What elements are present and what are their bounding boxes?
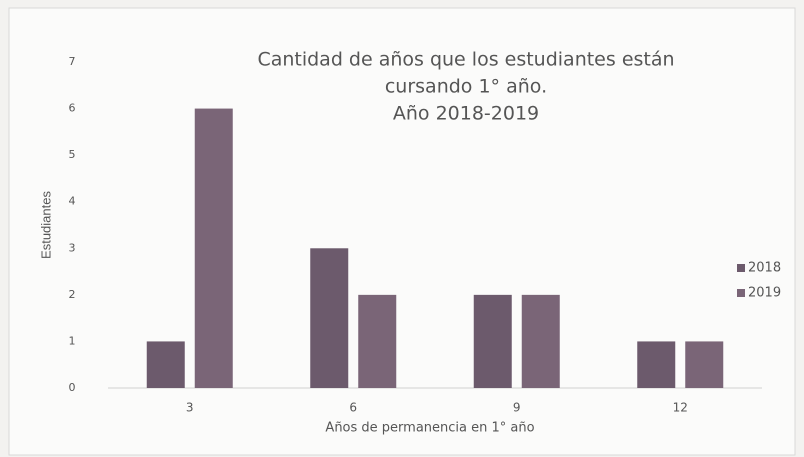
- legend-swatch: [737, 264, 745, 272]
- y-tick-label: 5: [69, 148, 76, 161]
- bar: [637, 341, 676, 388]
- bar: [146, 341, 185, 388]
- bar: [358, 294, 397, 388]
- y-tick-label: 1: [69, 334, 76, 347]
- y-tick-label: 2: [69, 288, 76, 301]
- x-axis-label: Años de permanencia en 1° año: [325, 421, 534, 436]
- x-tick-label: 3: [186, 401, 194, 415]
- y-tick-label: 0: [69, 381, 76, 394]
- bar: [521, 294, 560, 388]
- y-tick-label: 3: [69, 241, 76, 254]
- x-tick-label: 12: [673, 401, 688, 415]
- y-axis-label: Estudiantes: [38, 191, 53, 259]
- bar: [310, 248, 349, 388]
- y-tick-label: 4: [69, 195, 76, 208]
- y-tick-label: 6: [69, 102, 76, 115]
- legend-label: 2018: [748, 261, 781, 276]
- legend-label: 2019: [748, 286, 781, 301]
- bar: [473, 294, 512, 388]
- y-tick-label: 7: [69, 55, 76, 68]
- chart-title: Año 2018-2019: [393, 103, 539, 125]
- chart-title: cursando 1° año.: [385, 76, 547, 98]
- bar: [194, 108, 233, 389]
- chart-title: Cantidad de años que los estudiantes est…: [257, 49, 674, 71]
- bar: [685, 341, 724, 388]
- x-tick-label: 9: [513, 401, 521, 415]
- x-tick-label: 6: [349, 401, 357, 415]
- legend-swatch: [737, 289, 745, 297]
